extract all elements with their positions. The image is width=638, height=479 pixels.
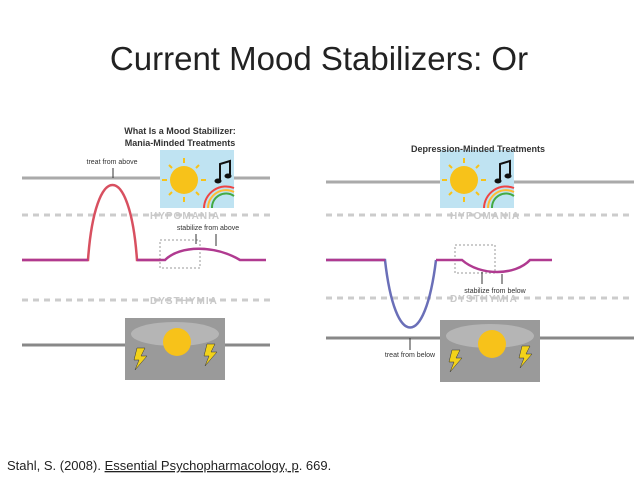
stabilize-label: stabilize from above (177, 225, 239, 232)
slide-title: Current Mood Stabilizers: Or (110, 40, 528, 77)
zone-label: DYSTHYMIA (450, 294, 518, 305)
panel-subheading: Mania-Minded Treatments (125, 138, 236, 148)
citation: Stahl, S. (2008). Essential Psychopharma… (7, 458, 331, 473)
panel-heading: Depression-Minded Treatments (411, 144, 545, 154)
citation-prefix: Stahl, S. (2008). (7, 458, 105, 473)
citation-book: Essential Psychopharmacology, p (105, 458, 299, 473)
treat-label: treat from above (87, 159, 138, 166)
stabilize-label: stabilize from below (464, 288, 526, 295)
treat-label: treat from below (385, 352, 436, 359)
citation-suffix: . 669. (299, 458, 332, 473)
left-diagram: What Is a Mood Stabilizer: Mania-Minded … (22, 126, 270, 381)
zone-label: HYPOMANIA (450, 211, 520, 222)
right-diagram: Depression-Minded Treatments HYPOMANIA s… (326, 144, 634, 383)
zone-label: HYPOMANIA (150, 211, 220, 222)
panel-heading: What Is a Mood Stabilizer: (124, 126, 236, 136)
zone-label: DYSTHYMIA (150, 296, 218, 307)
